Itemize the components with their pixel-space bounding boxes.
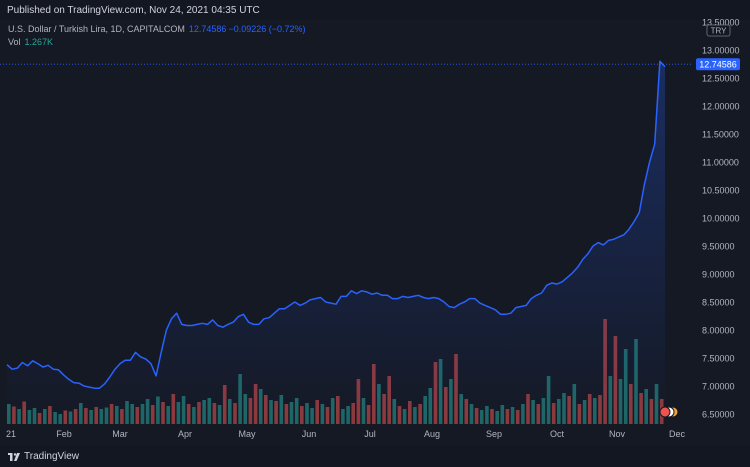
event-markers[interactable] — [659, 406, 679, 418]
x-tick-label: Aug — [424, 429, 440, 439]
x-tick-label: 21 — [6, 429, 16, 439]
price-chart[interactable]: 13.50000 13.00000 12.50000 12.00000 11.50000… — [0, 0, 750, 445]
y-tick-label: 11.00000 — [702, 158, 739, 168]
brand-name: TradingView — [24, 451, 80, 462]
currency-badge[interactable] — [706, 24, 731, 37]
y-tick-label: 10.00000 — [702, 214, 740, 224]
price-area-fill — [7, 61, 665, 427]
symbol-name[interactable]: U.S. Dollar / Turkish Lira, 1D, CAPITALC… — [8, 24, 185, 34]
price-line — [6, 60, 666, 389]
legend-change: −0.09226 (−0.72%) — [228, 24, 306, 34]
footer-bar — [0, 445, 750, 467]
y-tick-label: 12.00000 — [702, 102, 740, 112]
y-tick-label: 9.00000 — [702, 270, 735, 280]
last-price-badge-label: 12.74586 — [699, 59, 737, 69]
x-axis: 21 Feb Mar Apr May Jun Jul Aug Sep Oct Nov Dec — [6, 429, 686, 439]
volume-label: Vol — [8, 37, 21, 47]
x-tick-label: Oct — [550, 429, 565, 439]
y-tick-label: 11.50000 — [702, 130, 739, 140]
x-tick-label: Jun — [302, 429, 317, 439]
y-tick-label: 13.50000 — [702, 18, 740, 28]
x-tick-label: May — [238, 429, 256, 439]
price-area — [6, 60, 666, 427]
y-tick-label: 12.50000 — [702, 74, 740, 84]
y-axis: 13.50000 13.00000 12.50000 12.00000 11.50000… — [702, 18, 740, 420]
tradingview-logo[interactable]: TradingView — [8, 451, 79, 462]
y-tick-label: 8.50000 — [702, 298, 735, 308]
x-tick-label: Apr — [178, 429, 192, 439]
y-tick-label: 7.00000 — [702, 382, 735, 392]
currency-badge-label: TRY — [711, 27, 728, 36]
x-tick-label: Dec — [669, 429, 686, 439]
y-tick-label: 8.00000 — [702, 326, 735, 336]
economic-event-icon[interactable] — [659, 406, 671, 418]
y-tick-label: 10.50000 — [702, 186, 740, 196]
legend-price: 12.74586 — [188, 24, 227, 34]
tradingview-icon — [8, 452, 20, 461]
symbol-legend[interactable]: U.S. Dollar / Turkish Lira, 1D, CAPITALC… — [8, 24, 306, 34]
volume-value: 1.267K — [24, 37, 54, 47]
y-tick-label: 9.50000 — [702, 242, 735, 252]
x-tick-label: Sep — [486, 429, 502, 439]
x-tick-label: Nov — [609, 429, 626, 439]
top-bar: Published on TradingView.com, Nov 24, 20… — [0, 0, 750, 20]
axis-badges: TRY 12.74586 — [696, 24, 740, 71]
volume-legend[interactable]: Vol 1.267K — [8, 37, 53, 47]
x-tick-label: Jul — [364, 429, 376, 439]
published-caption: Published on TradingView.com, Nov 24, 20… — [7, 5, 260, 16]
x-tick-label: Feb — [56, 429, 72, 439]
x-tick-label: Mar — [112, 429, 128, 439]
last-price-badge — [696, 58, 740, 71]
y-tick-label: 13.00000 — [702, 46, 740, 56]
y-tick-label: 6.50000 — [702, 410, 735, 420]
y-tick-label: 7.50000 — [702, 354, 735, 364]
